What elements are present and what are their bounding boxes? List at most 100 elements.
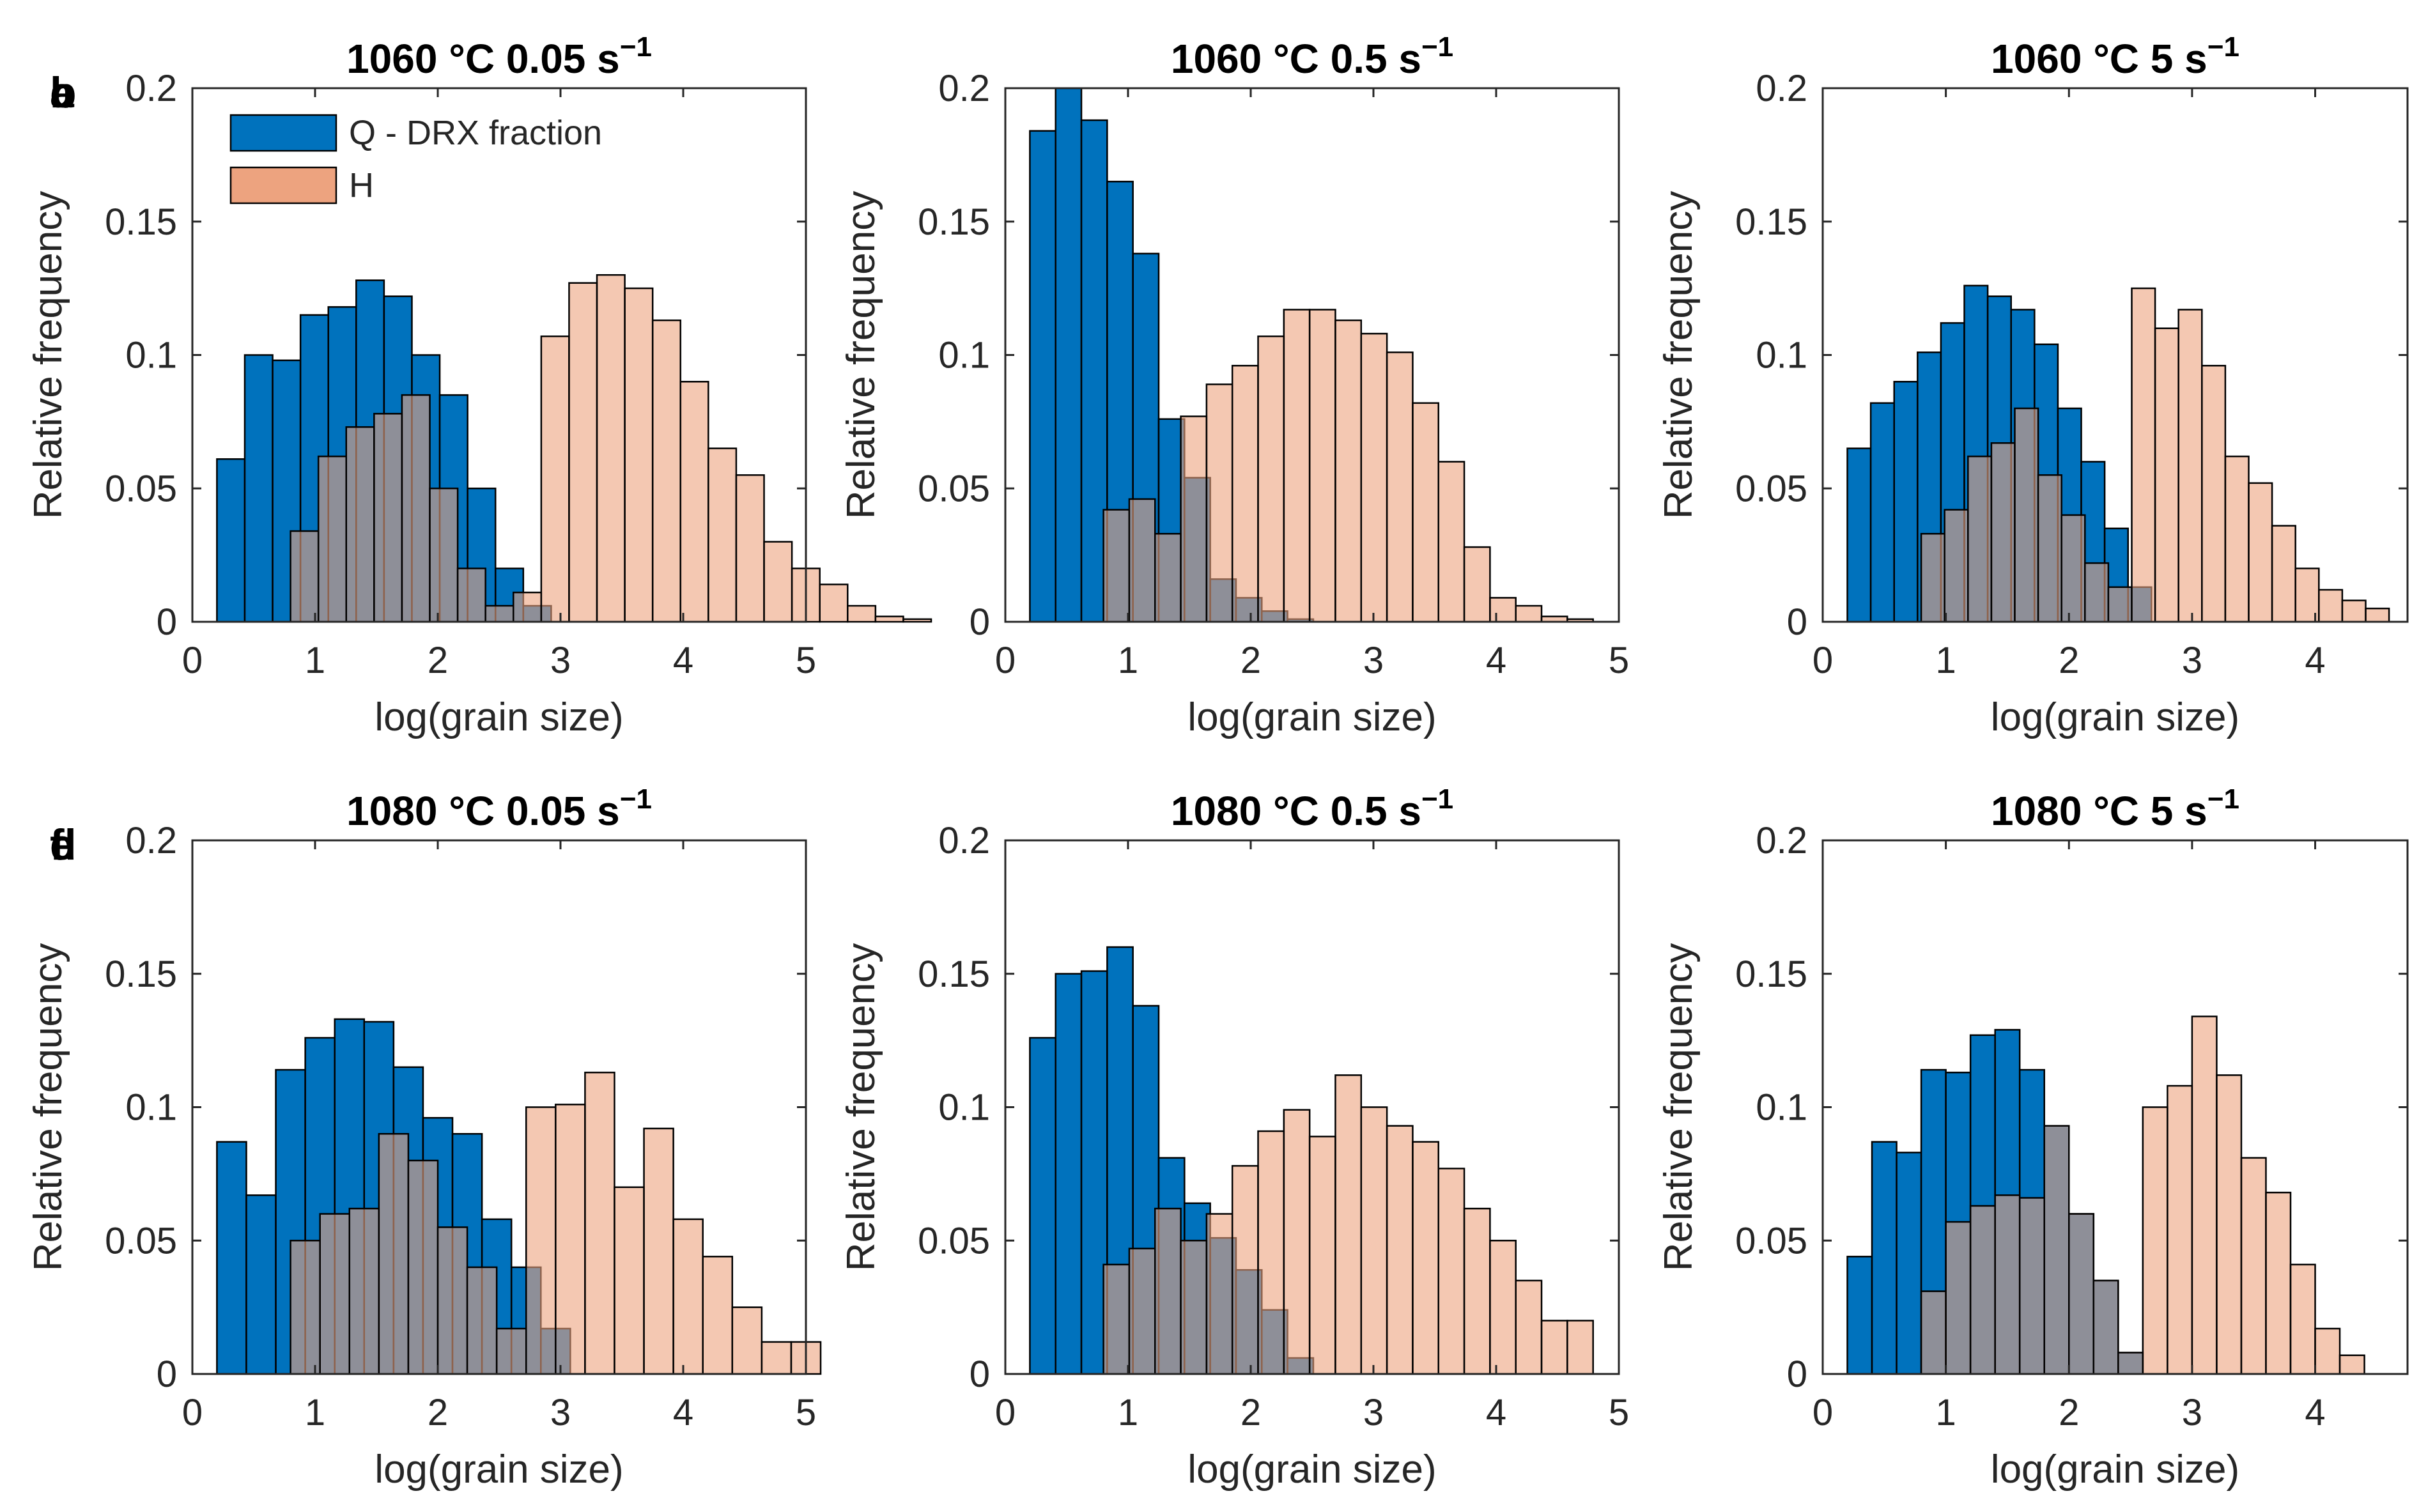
x-tick-label: 2 (1241, 640, 1261, 681)
x-tick-label: 3 (550, 640, 571, 681)
panel-letter: e (50, 821, 74, 869)
x-tick-label: 3 (550, 1392, 571, 1433)
bar (1360, 332, 1388, 623)
y-tick-label: 0.05 (105, 1220, 177, 1261)
x-tick-label: 1 (1935, 1392, 1956, 1433)
bar (290, 1240, 321, 1375)
bar (2191, 1015, 2218, 1375)
x-tick-label: 1 (1118, 640, 1138, 681)
bar (429, 488, 459, 623)
chart-title: 1080 °C 5 s−1 (1991, 783, 2239, 834)
bar (2216, 1074, 2243, 1375)
bar (555, 1104, 586, 1375)
bar (624, 287, 654, 623)
bar (651, 319, 682, 623)
y-tick-label: 0.15 (105, 953, 177, 995)
bar (2043, 1125, 2070, 1375)
x-tick-label: 0 (995, 1392, 1016, 1433)
bar (1515, 1279, 1543, 1375)
bar (1386, 351, 1414, 623)
bar (1463, 1207, 1491, 1375)
y-tick-label: 0.05 (918, 468, 990, 509)
x-tick-label: 4 (1486, 640, 1506, 681)
x-tick-label: 3 (2182, 1392, 2202, 1433)
bar (1205, 383, 1233, 623)
chart-title-main: 1080 °C 5 s (1991, 788, 2207, 834)
bar (2018, 1197, 2045, 1375)
y-tick-label: 0.1 (125, 1087, 177, 1129)
x-tick-label: 1 (305, 1392, 325, 1433)
bar (437, 1226, 468, 1375)
y-tick-label: 0.1 (938, 1087, 990, 1129)
x-tick-label: 2 (2059, 1392, 2079, 1433)
x-tick-label: 3 (1363, 1392, 1384, 1433)
y-tick-label: 0 (157, 601, 177, 643)
bar (1846, 447, 1872, 623)
bar (1412, 402, 1440, 623)
chart-title-main: 1060 °C 5 s (1991, 36, 2207, 82)
bar (1029, 130, 1056, 623)
y-tick-label: 0.15 (1735, 201, 1807, 243)
bar (874, 615, 904, 623)
bar (707, 447, 738, 623)
y-tick-label: 0.15 (1735, 953, 1807, 995)
bar (1994, 1194, 2021, 1375)
bar (2060, 514, 2086, 623)
bar (401, 394, 431, 623)
bar (1871, 1141, 1898, 1375)
bar (1944, 509, 1969, 623)
bar (596, 274, 626, 623)
y-tick-label: 0 (1787, 601, 1807, 643)
bar (1945, 1221, 1972, 1375)
y-tick-label: 0 (970, 1354, 990, 1395)
y-tick-label: 0.05 (105, 468, 177, 509)
bar (373, 413, 403, 623)
bar (2265, 1191, 2292, 1375)
chart-title-superscript: −1 (620, 31, 652, 63)
bar (902, 618, 932, 623)
bar (2092, 1279, 2119, 1375)
legend-swatch (229, 166, 337, 204)
panel-letter: b (50, 68, 77, 117)
bar (345, 426, 375, 623)
bar (735, 474, 765, 623)
bar (1128, 1247, 1156, 1375)
bar (348, 1207, 380, 1375)
bar (1283, 309, 1311, 623)
x-tick-label: 3 (2182, 640, 2202, 681)
chart-panel-a: 0 1 2 3 4 5 0 0.05 0.1 0.15 0.2 log(grain size) Rela… (26, 31, 932, 739)
chart-title-main: 1060 °C 0.05 s (346, 36, 620, 82)
bar (847, 605, 877, 623)
bar (2107, 586, 2133, 623)
bar (1869, 402, 1895, 623)
chart-title: 1060 °C 5 s−1 (1991, 31, 2239, 82)
y-axis-label: Relative frequency (26, 191, 70, 520)
bar (1308, 1136, 1336, 1375)
bar (466, 1266, 498, 1375)
y-tick-label: 0.05 (1735, 1220, 1807, 1261)
y-tick-label: 0.2 (125, 820, 177, 861)
bar (2014, 407, 2039, 623)
bar (1896, 1152, 1922, 1375)
panel-letter: f (50, 821, 65, 869)
bar (1029, 1037, 1056, 1375)
y-tick-label: 0 (1787, 1354, 1807, 1395)
chart-title-main: 1080 °C 0.5 s (1171, 788, 1421, 834)
bar (290, 530, 320, 623)
chart-title: 1060 °C 0.5 s−1 (1171, 31, 1453, 82)
x-tick-label: 2 (2059, 640, 2079, 681)
bar (1386, 1125, 1414, 1375)
bar (2167, 1084, 2193, 1375)
chart-title: 1060 °C 0.05 s−1 (346, 31, 652, 82)
x-tick-label: 4 (673, 1392, 693, 1433)
legend-label: H (349, 166, 374, 204)
x-tick-label: 2 (428, 640, 448, 681)
chart-title: 1080 °C 0.5 s−1 (1171, 783, 1453, 834)
bar (1893, 381, 1919, 623)
y-tick-label: 0.1 (938, 335, 990, 376)
bar (1920, 532, 1945, 623)
bar (484, 605, 514, 623)
y-tick-label: 0.15 (105, 201, 177, 243)
